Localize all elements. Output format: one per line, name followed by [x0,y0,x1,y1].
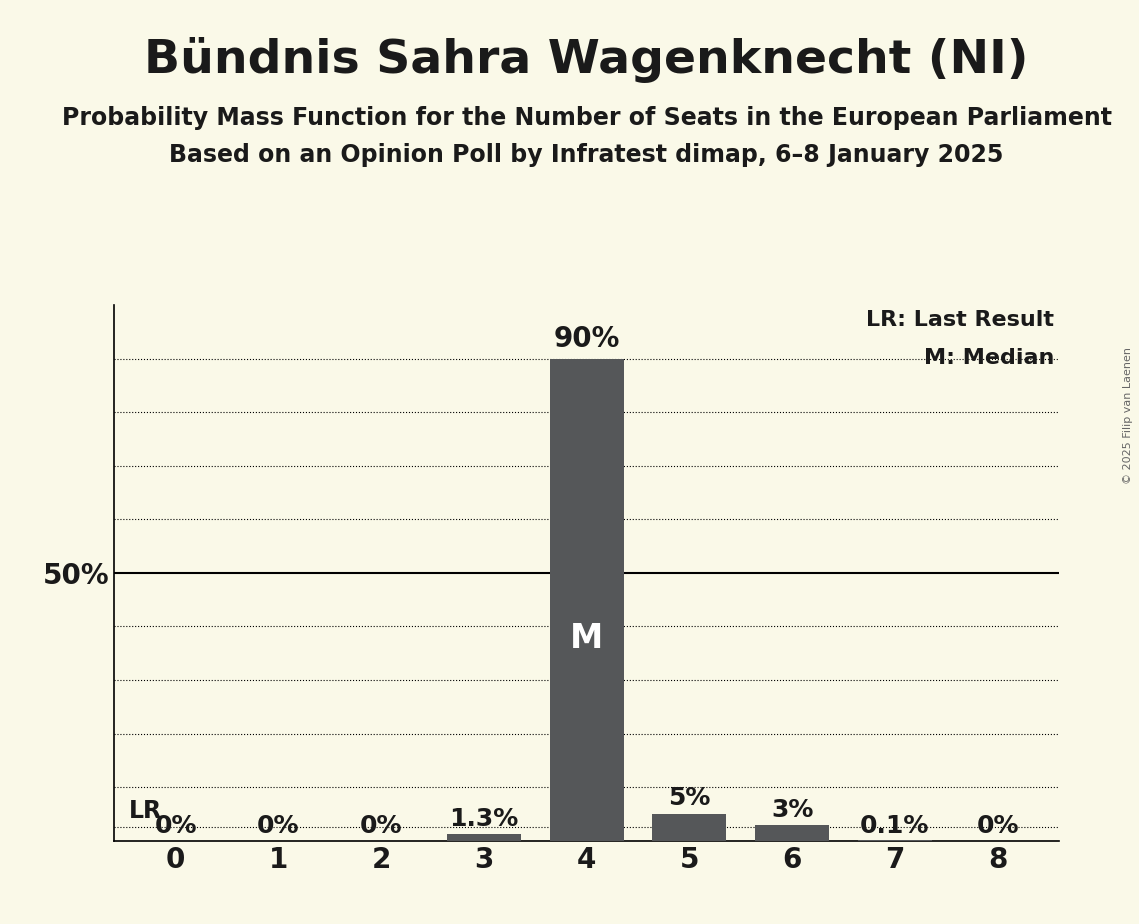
Text: M: M [570,622,604,655]
Bar [446,833,521,841]
Text: 3%: 3% [771,798,813,822]
Text: 1.3%: 1.3% [449,808,518,832]
Text: Probability Mass Function for the Number of Seats in the European Parliament: Probability Mass Function for the Number… [62,106,1112,130]
Bar [550,359,623,841]
Text: LR: LR [130,799,163,823]
Text: 0%: 0% [360,814,402,838]
Text: Bündnis Sahra Wagenknecht (NI): Bündnis Sahra Wagenknecht (NI) [145,37,1029,83]
Text: 0%: 0% [976,814,1019,838]
Text: 0.1%: 0.1% [860,814,929,838]
Text: 90%: 90% [554,325,620,353]
Text: © 2025 Filip van Laenen: © 2025 Filip van Laenen [1123,347,1133,484]
Text: 5%: 5% [669,785,711,809]
Bar [755,825,829,841]
Text: 0%: 0% [257,814,300,838]
Text: LR: Last Result: LR: Last Result [866,310,1054,330]
Bar [653,814,727,841]
Text: Based on an Opinion Poll by Infratest dimap, 6–8 January 2025: Based on an Opinion Poll by Infratest di… [170,143,1003,167]
Text: 0%: 0% [154,814,197,838]
Text: M: Median: M: Median [924,347,1054,368]
